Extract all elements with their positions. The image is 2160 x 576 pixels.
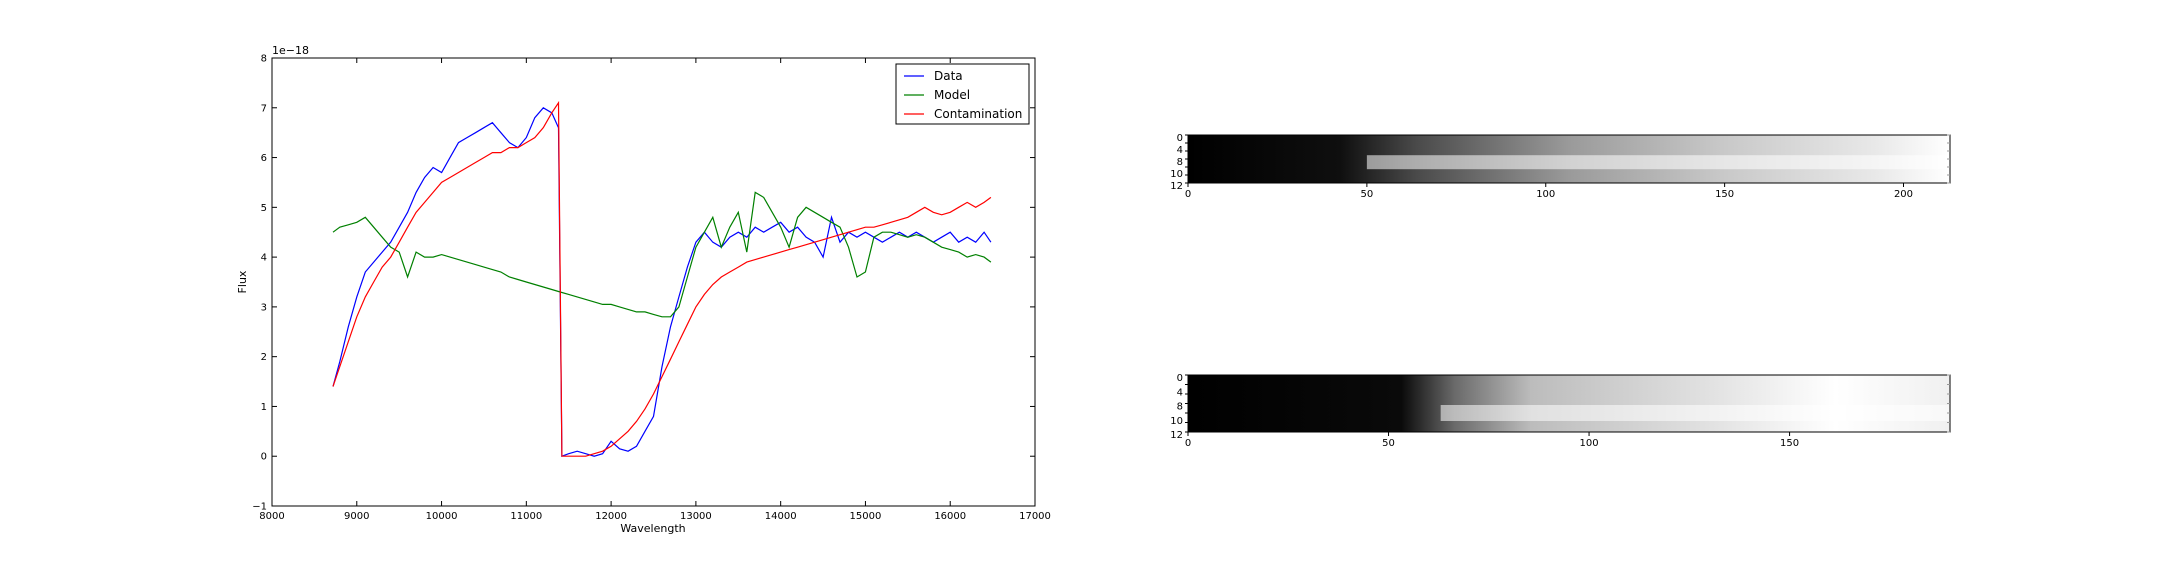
image-y-tick-label: 0 (1177, 133, 1183, 144)
spectrum-image-bottom: 0 50 100 150 0 4 8 10 12 (1170, 373, 1951, 449)
y-tick-label: 7 (261, 103, 267, 114)
spectrum-plot: 8000 9000 10000 11000 12000 13000 14000 15000 16… (236, 44, 1051, 535)
legend: Data Model Contamination (895, 63, 1030, 125)
image-x-tick-label: 200 (1894, 189, 1913, 200)
image-x-tick-label: 0 (1185, 438, 1191, 449)
image-bottom-background (1188, 375, 1950, 432)
x-tick-label: 11000 (510, 511, 542, 522)
series-line-contamination (332, 100, 992, 457)
y-tick-label: 3 (261, 302, 267, 313)
image-y-tick-label: 8 (1177, 157, 1183, 168)
legend-label-model: Model (934, 88, 970, 102)
image-top-trace (1366, 155, 1950, 170)
y-offset-label: 1e−18 (272, 44, 309, 57)
image-y-tick-label: 4 (1177, 145, 1183, 156)
image-x-tick-label: 50 (1382, 438, 1395, 449)
legend-label-contamination: Contamination (934, 107, 1022, 121)
series-line-data (332, 107, 992, 458)
image-y-tick-label: 10 (1170, 416, 1183, 427)
image-y-tick-label: 0 (1177, 373, 1183, 384)
y-axis-label: Flux (236, 270, 249, 293)
y-tick-label: 8 (261, 54, 267, 65)
spectrum-plot-area (271, 57, 1036, 507)
series-line-model (332, 191, 992, 318)
legend-label-data: Data (934, 69, 963, 83)
image-y-tick-label: 12 (1170, 430, 1183, 441)
image-y-tick-label: 4 (1177, 387, 1183, 398)
image-x-tick-label: 50 (1361, 189, 1374, 200)
image-bottom-ticks: 0 50 100 150 0 4 8 10 12 (1170, 373, 1950, 449)
y-tick-label: 1 (261, 402, 267, 413)
image-y-tick-label: 8 (1177, 402, 1183, 413)
x-tick-label: 10000 (426, 511, 458, 522)
x-tick-label: 15000 (850, 511, 882, 522)
image-x-tick-label: 100 (1536, 189, 1555, 200)
image-y-tick-label: 12 (1170, 181, 1183, 192)
y-tick-label: 5 (261, 203, 267, 214)
x-tick-label: 13000 (680, 511, 712, 522)
y-tick-label: 6 (261, 153, 267, 164)
image-bottom-trace (1440, 405, 1950, 421)
spectrum-ticks: 8000 9000 10000 11000 12000 13000 14000 15000 16… (252, 54, 1051, 523)
y-tick-label: 4 (261, 253, 267, 264)
y-tick-label: 0 (261, 452, 267, 463)
y-tick-label: −1 (252, 502, 267, 513)
x-axis-label: Wavelength (620, 522, 685, 535)
spectrum-series (332, 100, 992, 458)
image-x-tick-label: 150 (1780, 438, 1799, 449)
x-tick-label: 14000 (765, 511, 797, 522)
image-x-tick-label: 150 (1715, 189, 1734, 200)
image-y-tick-label: 10 (1170, 169, 1183, 180)
x-tick-label: 17000 (1019, 511, 1051, 522)
x-tick-label: 8000 (259, 511, 284, 522)
x-tick-label: 12000 (595, 511, 627, 522)
y-tick-label: 2 (261, 352, 267, 363)
x-tick-label: 16000 (934, 511, 966, 522)
x-tick-label: 9000 (344, 511, 369, 522)
image-x-tick-label: 100 (1580, 438, 1599, 449)
image-x-tick-label: 0 (1185, 189, 1191, 200)
